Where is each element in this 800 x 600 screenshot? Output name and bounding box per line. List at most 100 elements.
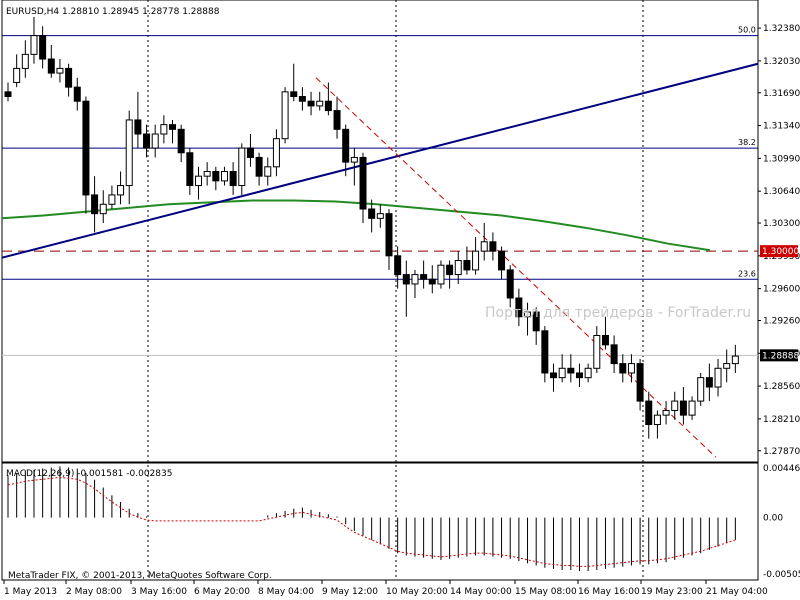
- candle-body: [428, 278, 436, 285]
- candle-body: [134, 119, 142, 135]
- candle-body: [255, 156, 263, 177]
- candle: [714, 358, 722, 397]
- candle-body: [532, 311, 540, 332]
- candle: [125, 110, 133, 205]
- candle: [264, 157, 272, 186]
- candle: [255, 152, 263, 186]
- candle-body: [194, 175, 202, 187]
- candle: [671, 391, 679, 420]
- candle: [463, 246, 471, 275]
- candle: [13, 54, 21, 88]
- candle: [143, 124, 151, 158]
- main-panel-frame: [1, 0, 759, 463]
- candle: [645, 391, 653, 439]
- price-tick-label: 1.28560: [763, 382, 800, 392]
- ascending-trendline: [1, 62, 759, 259]
- candle-body: [550, 372, 558, 379]
- candle: [437, 260, 445, 289]
- price-tick-label: 1.29260: [763, 316, 800, 326]
- candle-body: [316, 100, 324, 107]
- candle-body: [610, 344, 618, 365]
- candle: [177, 124, 185, 163]
- candle-body: [506, 269, 514, 299]
- candle: [653, 410, 661, 439]
- candle-body: [125, 119, 133, 187]
- candle-body: [169, 124, 177, 130]
- macd-panel-frame: [1, 462, 759, 581]
- candle-body: [662, 409, 670, 416]
- candle-body: [671, 400, 679, 411]
- candlesticks: [4, 16, 739, 439]
- candle: [524, 302, 532, 336]
- candle: [402, 260, 410, 317]
- time-tick-label: 8 May 04:00: [258, 587, 314, 597]
- candle: [21, 40, 29, 78]
- candle-body: [246, 147, 254, 158]
- trendlines[interactable]: [1, 62, 759, 458]
- candle-body: [601, 334, 609, 346]
- candle: [272, 129, 280, 177]
- candle-body: [220, 170, 228, 182]
- candle: [134, 91, 142, 149]
- price-tick-label: 1.30990: [763, 154, 800, 164]
- candle-body: [281, 91, 289, 140]
- candle: [238, 143, 246, 195]
- candle: [532, 307, 540, 345]
- macd-tick-label: -0.005056: [763, 570, 800, 580]
- candle: [558, 354, 566, 383]
- candle-body: [30, 35, 38, 55]
- candle-body: [524, 311, 532, 318]
- price-tick-label: 1.28210: [763, 415, 800, 425]
- candle: [575, 363, 583, 388]
- candle-body: [394, 255, 402, 276]
- candle-body: [117, 185, 125, 196]
- candle: [39, 26, 47, 69]
- fib-level-label: 50.0: [738, 26, 756, 35]
- candle: [359, 152, 367, 224]
- candle-body: [376, 213, 384, 219]
- candle: [99, 190, 107, 224]
- candle: [723, 349, 731, 383]
- candle-body: [541, 330, 549, 374]
- candle-body: [229, 170, 237, 187]
- price-tick-label: 1.30640: [763, 187, 800, 197]
- symbol-header: EURUSD,H4 1.28810 1.28945 1.28778 1.2888…: [6, 7, 220, 17]
- candle-body: [454, 260, 462, 276]
- candle: [47, 44, 55, 78]
- candle-body: [480, 241, 488, 252]
- candle: [4, 82, 12, 102]
- time-tick-label: 14 May 00:00: [450, 587, 512, 597]
- candle-body: [697, 377, 705, 402]
- candle-body: [264, 166, 272, 177]
- candle-body: [567, 367, 575, 374]
- candle-body: [82, 100, 90, 196]
- candle-body: [4, 91, 12, 98]
- time-tick-label: 16 May 16:00: [578, 587, 640, 597]
- svg-text:1.30000: 1.30000: [762, 247, 799, 257]
- time-tick-label: 6 May 20:00: [194, 587, 250, 597]
- time-tick-label: 21 May 04:00: [706, 587, 768, 597]
- candle: [186, 148, 194, 195]
- fib-level-label: 23.6: [738, 269, 756, 278]
- watermark: Портал для трейдеров - ForTrader.ru: [485, 305, 751, 321]
- candle-body: [186, 152, 194, 187]
- candle-body: [723, 363, 731, 369]
- candle-body: [342, 128, 350, 163]
- candle: [411, 269, 419, 299]
- candle-body: [636, 363, 644, 402]
- price-badge: 1.30000: [760, 245, 799, 258]
- price-tick-label: 1.29600: [763, 285, 800, 295]
- candle: [194, 166, 202, 200]
- candle: [610, 335, 618, 373]
- candle-body: [108, 194, 116, 205]
- macd-tick-label: 0.00: [763, 514, 783, 524]
- candle: [454, 251, 462, 284]
- candle: [203, 162, 211, 186]
- candle-body: [584, 367, 592, 379]
- candle-body: [731, 355, 739, 365]
- candle: [662, 401, 670, 425]
- moving-average: [1, 199, 711, 252]
- candle: [705, 363, 713, 402]
- candle-body: [212, 170, 220, 182]
